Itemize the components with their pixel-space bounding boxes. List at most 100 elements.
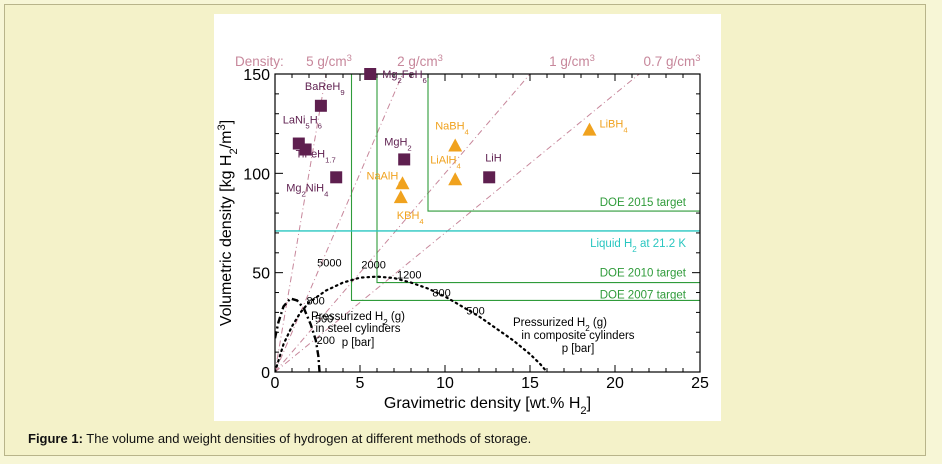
material-label-part: NaBH xyxy=(435,121,464,133)
steel-curve-label-part: (g) xyxy=(388,311,405,323)
material-label-part: 4 xyxy=(465,127,470,136)
material-triangle-marker xyxy=(448,172,463,186)
material-label-part: NiH xyxy=(306,182,324,194)
figure-panel: 0 5 10 15 20 25 0 50 100 150 Gravimetric density [… xyxy=(214,14,721,421)
material-label: LiBH4 xyxy=(600,119,629,135)
caption-label: Figure 1: xyxy=(28,431,83,446)
x-axis-title-part: Gravimetric density [wt.% H xyxy=(384,395,580,412)
material-square-marker xyxy=(330,171,343,184)
steel-curve-label: Pressurized H2 (g) xyxy=(311,311,405,327)
composite-curve-label: p [bar] xyxy=(562,343,595,355)
density-line xyxy=(275,74,641,372)
y-axis-title-part: /m xyxy=(218,131,235,149)
y-axis-title-part: Volumetric density [kg H xyxy=(218,155,235,327)
density-label-part: 3 xyxy=(347,53,352,64)
material-label-part: Mg xyxy=(382,69,397,81)
doe-target-line xyxy=(427,74,700,212)
composite-pressure-label: 800 xyxy=(432,288,450,300)
material-label-part: 4 xyxy=(623,125,628,134)
density-label-part: 2 g/cm xyxy=(397,54,438,69)
liquid-h2-label-part: Liquid H xyxy=(590,238,632,250)
material-label: NaAlH4 xyxy=(367,170,404,186)
density-label: 0.7 g/cm3 xyxy=(643,53,700,70)
material-label-part: 2 xyxy=(407,143,411,152)
material-label-part: MgH xyxy=(384,136,407,148)
material-label-part: 2 xyxy=(397,76,401,85)
density-label-part: 3 xyxy=(695,53,700,64)
material-label: TiFeH1.7 xyxy=(296,148,336,164)
steel-curve-label: in steel cylinders xyxy=(315,323,400,335)
material-label: LiAlH4 xyxy=(430,154,461,170)
composite-pressure-label: 2000 xyxy=(361,260,385,272)
plot-layer xyxy=(275,74,700,372)
y-tick-label: 100 xyxy=(243,166,270,183)
liquid-h2-label-part: 2 xyxy=(632,244,637,253)
density-line xyxy=(275,74,531,372)
density-label-part: 3 xyxy=(438,53,443,64)
composite-curve-label-part: Pressurized H xyxy=(513,317,585,329)
material-triangle-marker xyxy=(393,190,408,204)
density-title: Density: xyxy=(235,54,284,69)
material-label-part: LiH xyxy=(485,152,502,164)
density-label-part: 3 xyxy=(590,53,595,64)
liquid-h2-label: Liquid H2 at 21.2 K xyxy=(590,238,686,254)
doe-target-label: DOE 2015 target xyxy=(600,197,687,209)
material-label: LaNi5H6 xyxy=(283,115,322,130)
composite-pressure-label: 500 xyxy=(466,305,484,317)
material-label-part: FeH xyxy=(402,69,423,81)
material-label-part: 4 xyxy=(324,189,329,198)
steel-curve-label: p [bar] xyxy=(342,337,375,349)
y-axis-title-part: 3 xyxy=(216,124,228,130)
y-axis-title: Volumetric density [kg H2/m3] xyxy=(216,120,240,326)
y-tick-label: 150 xyxy=(243,67,270,84)
composite-curve-label-part: in composite cylinders xyxy=(521,330,634,342)
composite-curve-label: in composite cylinders xyxy=(521,330,634,342)
composite-pressure-label: 1200 xyxy=(397,270,421,282)
x-tick-label: 5 xyxy=(356,375,365,392)
figure-caption: Figure 1: The volume and weight densitie… xyxy=(28,431,531,446)
material-label: KBH4 xyxy=(397,210,425,226)
x-tick-label: 25 xyxy=(691,375,709,392)
material-triangle-marker xyxy=(395,176,410,190)
steel-cylinder-curve xyxy=(275,297,321,372)
caption-text: The volume and weight densities of hydro… xyxy=(86,431,532,446)
material-triangle-marker xyxy=(582,122,597,136)
doe-target-line xyxy=(350,74,700,302)
material-label-part: 5 xyxy=(305,121,309,130)
x-axis-title: Gravimetric density [wt.% H2] xyxy=(384,395,591,417)
material-label-part: 4 xyxy=(398,177,403,186)
material-label: BaReH9 xyxy=(305,81,345,97)
doe-target-label: DOE 2007 target xyxy=(600,289,687,301)
material-square-marker xyxy=(364,68,377,80)
y-tick-label: 50 xyxy=(252,266,270,283)
material-label-part: 2 xyxy=(301,189,305,198)
doe-target-line xyxy=(376,74,700,284)
composite-curve-label-part: 2 xyxy=(585,324,590,333)
material-label-part: Mg xyxy=(286,182,301,194)
steel-curve-label-part: 2 xyxy=(383,318,388,327)
material-label-part: 6 xyxy=(423,76,427,85)
density-label: 2 g/cm3 xyxy=(397,53,443,70)
steel-curve-label-part: p [bar] xyxy=(342,337,375,349)
composite-pressure-label: 5000 xyxy=(317,258,341,270)
density-label-part: 5 g/cm xyxy=(306,54,347,69)
material-label-part: BaReH xyxy=(305,81,341,93)
material-square-marker xyxy=(314,99,327,112)
steel-pressure-label: 200 xyxy=(317,335,335,347)
material-label: MgH2 xyxy=(384,136,412,152)
material-label: NaBH4 xyxy=(435,121,469,136)
density-label-part: 1 g/cm xyxy=(549,54,590,69)
steel-curve-label-part: Pressurized H xyxy=(311,311,383,323)
material-label-part: LiBH xyxy=(600,119,624,131)
material-label-part: 6 xyxy=(318,121,322,130)
material-label: LiH xyxy=(485,152,502,164)
material-square-marker xyxy=(483,171,496,184)
x-tick-label: 15 xyxy=(521,375,539,392)
material-label-part: TiFeH xyxy=(296,148,326,160)
density-label-part: 0.7 g/cm xyxy=(643,54,695,69)
material-label-part: 9 xyxy=(340,87,344,96)
x-tick-label: 20 xyxy=(606,375,624,392)
material-label-part: H xyxy=(310,115,318,127)
composite-curve-label-part: (g) xyxy=(590,317,607,329)
